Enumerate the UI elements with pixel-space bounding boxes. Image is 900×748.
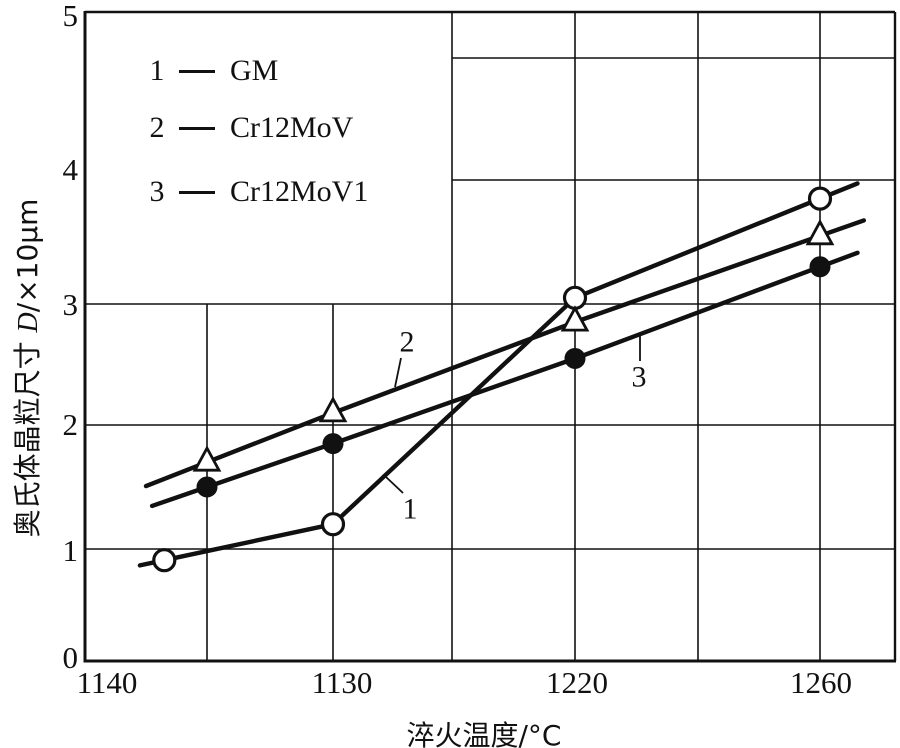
marker-filled-circle-Cr12MoV1 [564, 347, 586, 369]
y-tick-label-4: 4 [62, 152, 79, 187]
series-line-Cr12MoV1 [149, 250, 860, 509]
legend-dash-icon [179, 69, 215, 73]
x-tick-label-1130: 1130 [311, 665, 373, 700]
marker-open-triangle-Cr12MoV [318, 395, 348, 423]
curve-label-2: 2 [400, 326, 415, 359]
curve-label-1: 1 [403, 493, 418, 526]
legend-item-name: Cr12MoV1 [230, 175, 369, 208]
legend-item-name: GM [230, 54, 279, 87]
x-tick-label-1220: 1220 [546, 665, 608, 700]
marker-open-triangle-Cr12MoV [805, 218, 835, 246]
y-axis-title-prefix: 奥氏体晶粒尺寸 [11, 332, 44, 538]
marker-filled-circle-Cr12MoV1 [322, 433, 344, 455]
marker-open-circle-GM [562, 285, 588, 310]
curve-label-3: 3 [632, 361, 647, 394]
legend-item-GM: 1 GM [148, 54, 279, 87]
y-axis-title-variable: D [13, 312, 44, 333]
y-axis-title: 奥氏体晶粒尺寸 D/×10μm [6, 199, 46, 538]
marker-open-triangle-Cr12MoV [192, 445, 222, 472]
y-tick-label-0: 0 [62, 640, 79, 675]
x-axis-title: 淬火温度/°C [406, 719, 562, 748]
curve-label-leader-1 [385, 476, 404, 494]
marker-open-circle-GM [152, 548, 177, 573]
y-tick-label-5: 5 [62, 0, 79, 33]
y-tick-label-3: 3 [62, 287, 79, 322]
marker-open-triangle-Cr12MoV [560, 305, 590, 332]
legend-dash-icon [179, 190, 215, 194]
legend-dash-icon [179, 126, 215, 130]
legend-item-name: Cr12MoV [230, 111, 354, 144]
series-line-Cr12MoV [143, 218, 866, 489]
y-axis-title-suffix: /×10μm [11, 198, 44, 313]
legend-item-Cr12MoV1: 3 Cr12MoV1 [148, 175, 369, 208]
legend-item-number: 2 [149, 111, 165, 144]
y-tick-label-2: 2 [62, 407, 79, 442]
y-tick-label-1: 1 [62, 533, 79, 568]
legend-item-Cr12MoV: 2 Cr12MoV [148, 111, 354, 144]
series-line-GM [137, 181, 860, 568]
x-tick-label-1260: 1260 [790, 665, 852, 700]
legend-item-number: 1 [149, 54, 165, 87]
marker-filled-circle-Cr12MoV1 [196, 476, 218, 498]
marker-open-circle-GM [320, 512, 346, 537]
marker-filled-circle-Cr12MoV1 [809, 256, 831, 278]
x-tick-label-1140: 1140 [76, 665, 138, 700]
legend-item-number: 3 [149, 175, 165, 208]
marker-open-circle-GM [807, 186, 833, 211]
curve-label-leader-2 [394, 357, 402, 388]
